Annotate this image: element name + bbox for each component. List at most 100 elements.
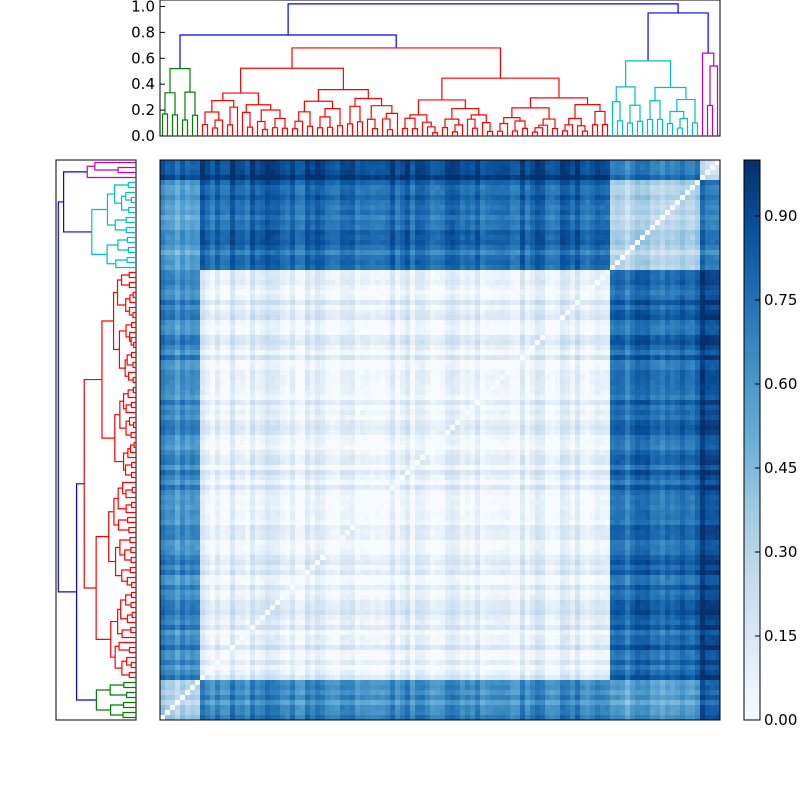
heatmap-cell [190, 330, 196, 336]
heatmap-cell [645, 280, 651, 286]
heatmap-cell [245, 370, 251, 376]
heatmap-cell [390, 280, 396, 286]
heatmap-cell [520, 185, 526, 191]
heatmap-cell [630, 215, 636, 221]
heatmap-cell [710, 215, 716, 221]
heatmap-cell [410, 360, 416, 366]
heatmap-cell [450, 210, 456, 216]
heatmap-cell [680, 220, 686, 226]
heatmap-cell [305, 170, 311, 176]
left-dendrogram-link [133, 441, 136, 449]
heatmap-cell [165, 255, 171, 261]
heatmap-cell [420, 335, 426, 341]
left-dendrogram-link [128, 416, 136, 426]
heatmap-cell [615, 290, 621, 296]
heatmap-cell [215, 285, 221, 291]
heatmap-cell [640, 180, 646, 186]
heatmap-cell [455, 275, 461, 281]
heatmap-cell [265, 345, 271, 351]
heatmap-cell [310, 170, 316, 176]
heatmap-cell [390, 235, 396, 241]
heatmap-cell [375, 180, 381, 186]
heatmap-cell [190, 305, 196, 311]
left-dendrogram-link [125, 226, 136, 234]
heatmap-cell [385, 355, 391, 361]
heatmap-cell [455, 190, 461, 196]
heatmap-cell [395, 195, 401, 201]
heatmap-cell [245, 240, 251, 246]
heatmap-cell [620, 310, 626, 316]
heatmap-cell [620, 240, 626, 246]
heatmap-cell [535, 360, 541, 366]
heatmap-cell [620, 295, 626, 301]
heatmap-cell [185, 265, 191, 271]
heatmap-cell [480, 335, 486, 341]
heatmap-cell [245, 270, 251, 276]
heatmap-cell [215, 175, 221, 181]
heatmap-cell [680, 200, 686, 206]
heatmap-cell [160, 215, 166, 221]
heatmap-cell [515, 365, 521, 371]
heatmap-cell [680, 165, 686, 171]
heatmap-cell [415, 265, 421, 271]
heatmap-cell [395, 250, 401, 256]
heatmap-cell [640, 275, 646, 281]
heatmap-cell [325, 365, 331, 371]
heatmap-cell [270, 225, 276, 231]
heatmap-cell [615, 165, 621, 171]
heatmap-cell [640, 320, 646, 326]
heatmap-cell [290, 290, 296, 296]
heatmap-cell [540, 265, 546, 271]
heatmap-cell [690, 300, 696, 306]
heatmap-cell [240, 195, 246, 201]
heatmap-cell [395, 260, 401, 266]
heatmap-cell [455, 280, 461, 286]
heatmap-cell [305, 300, 311, 306]
heatmap-cell [210, 370, 216, 376]
heatmap-cell [700, 230, 706, 236]
heatmap-cell [635, 195, 641, 201]
heatmap-cell [330, 330, 336, 336]
heatmap-cell [185, 305, 191, 311]
heatmap-cell [685, 160, 691, 166]
heatmap-cell [410, 275, 416, 281]
heatmap-cell [610, 280, 616, 286]
heatmap-cell [250, 240, 256, 246]
heatmap-cell [335, 290, 341, 296]
heatmap-cell [600, 365, 606, 371]
heatmap-cell [555, 285, 561, 291]
heatmap-cell [360, 230, 366, 236]
heatmap-cell [285, 205, 291, 211]
heatmap-cell [670, 255, 676, 261]
heatmap-cell [210, 320, 216, 326]
heatmap-cell [655, 225, 661, 231]
heatmap-cell [220, 325, 226, 331]
heatmap-cell [270, 215, 276, 221]
heatmap-cell [655, 255, 661, 261]
heatmap-cell [550, 275, 556, 281]
heatmap-cell [220, 210, 226, 216]
heatmap-cell [665, 195, 671, 201]
heatmap-cell [280, 325, 286, 331]
heatmap-cell [520, 220, 526, 226]
heatmap-cell [320, 240, 326, 246]
heatmap-cell [565, 250, 571, 256]
heatmap-cell [305, 360, 311, 366]
heatmap-cell [350, 205, 356, 211]
heatmap-cell [515, 345, 521, 351]
heatmap-cell [250, 335, 256, 341]
heatmap-cell [170, 360, 176, 366]
heatmap-cell [670, 270, 676, 276]
heatmap-cell [170, 315, 176, 321]
heatmap-cell [655, 195, 661, 201]
heatmap-cell [340, 170, 346, 176]
heatmap-cell [185, 330, 191, 336]
heatmap-cell [585, 275, 591, 281]
heatmap-cell [410, 270, 416, 276]
heatmap-cell [365, 370, 371, 376]
heatmap-cell [450, 285, 456, 291]
heatmap-cell [180, 305, 186, 311]
heatmap-cell [295, 255, 301, 261]
heatmap-cell [480, 290, 486, 296]
left-dendrogram-link [114, 414, 124, 463]
